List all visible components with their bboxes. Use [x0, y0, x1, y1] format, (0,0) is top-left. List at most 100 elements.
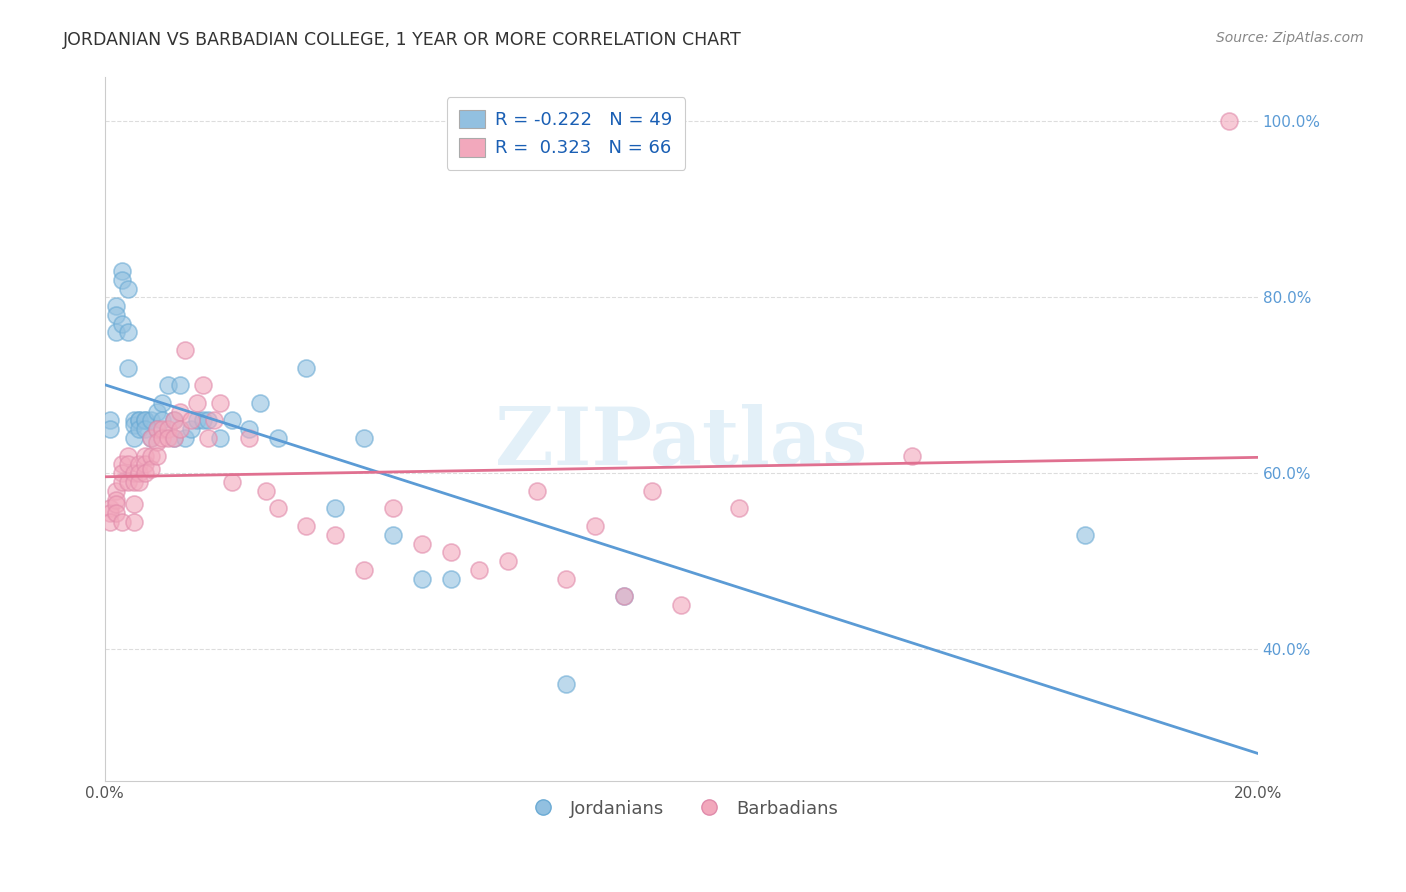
Point: [122, 417, 145, 432]
Point: [111, 515, 134, 529]
Point: [139, 462, 162, 476]
Point: [208, 431, 231, 445]
Point: [128, 466, 150, 480]
Point: [139, 413, 162, 427]
Legend: Jordanians, Barbadians: Jordanians, Barbadians: [517, 792, 845, 825]
Point: [139, 431, 162, 445]
Point: [139, 431, 162, 445]
Point: [111, 264, 134, 278]
Point: [128, 458, 150, 472]
Point: [105, 497, 128, 511]
Point: [254, 483, 277, 498]
Point: [208, 396, 231, 410]
Point: [221, 475, 243, 489]
Point: [163, 413, 186, 427]
Point: [295, 360, 318, 375]
Point: [145, 435, 167, 450]
Point: [122, 497, 145, 511]
Point: [411, 536, 433, 550]
Point: [117, 449, 139, 463]
Point: [111, 273, 134, 287]
Point: [105, 506, 128, 520]
Point: [163, 431, 186, 445]
Point: [105, 299, 128, 313]
Point: [111, 466, 134, 480]
Point: [191, 378, 214, 392]
Point: [134, 422, 156, 436]
Point: [100, 501, 122, 516]
Point: [105, 492, 128, 507]
Point: [583, 519, 606, 533]
Point: [111, 458, 134, 472]
Point: [323, 501, 346, 516]
Point: [100, 506, 122, 520]
Point: [555, 677, 578, 691]
Point: [100, 413, 122, 427]
Point: [266, 431, 288, 445]
Point: [641, 483, 664, 498]
Point: [111, 475, 134, 489]
Point: [163, 413, 186, 427]
Point: [111, 317, 134, 331]
Point: [117, 281, 139, 295]
Point: [128, 422, 150, 436]
Point: [526, 483, 548, 498]
Point: [145, 422, 167, 436]
Point: [1218, 114, 1240, 128]
Point: [381, 527, 404, 541]
Point: [901, 449, 924, 463]
Point: [555, 572, 578, 586]
Point: [134, 458, 156, 472]
Point: [145, 422, 167, 436]
Point: [134, 413, 156, 427]
Point: [117, 360, 139, 375]
Point: [221, 413, 243, 427]
Point: [323, 527, 346, 541]
Point: [150, 422, 173, 436]
Point: [411, 572, 433, 586]
Point: [468, 563, 491, 577]
Point: [440, 545, 463, 559]
Point: [613, 590, 636, 604]
Point: [145, 449, 167, 463]
Point: [186, 413, 208, 427]
Point: [117, 475, 139, 489]
Point: [266, 501, 288, 516]
Point: [134, 466, 156, 480]
Point: [613, 590, 636, 604]
Point: [157, 422, 180, 436]
Point: [105, 326, 128, 340]
Point: [202, 413, 225, 427]
Point: [150, 413, 173, 427]
Text: JORDANIAN VS BARBADIAN COLLEGE, 1 YEAR OR MORE CORRELATION CHART: JORDANIAN VS BARBADIAN COLLEGE, 1 YEAR O…: [63, 31, 742, 49]
Point: [1074, 527, 1097, 541]
Point: [174, 343, 197, 357]
Point: [105, 308, 128, 322]
Point: [238, 431, 260, 445]
Text: Source: ZipAtlas.com: Source: ZipAtlas.com: [1216, 31, 1364, 45]
Point: [128, 475, 150, 489]
Point: [134, 449, 156, 463]
Point: [100, 515, 122, 529]
Point: [139, 449, 162, 463]
Point: [100, 422, 122, 436]
Point: [174, 431, 197, 445]
Point: [122, 475, 145, 489]
Point: [157, 431, 180, 445]
Point: [671, 598, 693, 612]
Point: [157, 378, 180, 392]
Point: [728, 501, 751, 516]
Point: [128, 413, 150, 427]
Point: [180, 422, 202, 436]
Point: [249, 396, 271, 410]
Text: ZIPatlas: ZIPatlas: [495, 404, 868, 483]
Point: [122, 466, 145, 480]
Point: [117, 326, 139, 340]
Point: [128, 413, 150, 427]
Point: [197, 431, 219, 445]
Point: [122, 413, 145, 427]
Point: [295, 519, 318, 533]
Point: [169, 378, 191, 392]
Point: [353, 431, 375, 445]
Point: [440, 572, 463, 586]
